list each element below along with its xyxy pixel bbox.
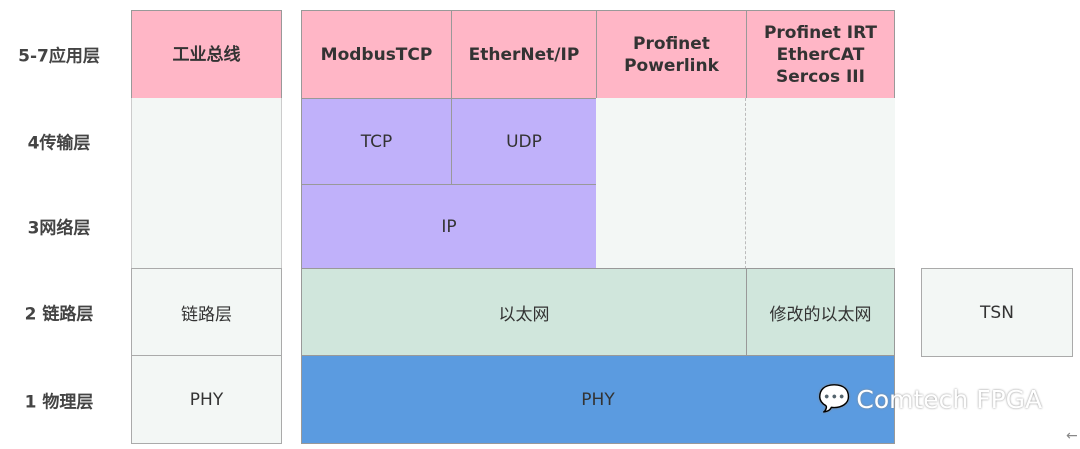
watermark-text: Comtech FPGA xyxy=(856,384,1043,414)
app-modbustcp: ModbusTCP xyxy=(301,10,452,99)
phy-block: PHY xyxy=(301,355,895,444)
layer-label-transport: 4传输层 xyxy=(27,133,91,154)
fieldbus-link: 链路层 xyxy=(131,268,282,356)
app-profinet-irt-ethercat-sercos: Profinet IRT EtherCAT Sercos III xyxy=(746,10,895,99)
watermark: 💬 Comtech FPGA xyxy=(818,384,1042,414)
app-ethernetip: EtherNet/IP xyxy=(451,10,597,99)
link-tsn: TSN xyxy=(921,268,1073,357)
layer-label-link: 2 链路层 xyxy=(24,304,94,325)
link-ethernet: 以太网 xyxy=(301,268,747,356)
fieldbus-app: 工业总线 xyxy=(131,10,282,99)
transport-tcp: TCP xyxy=(301,98,452,185)
network-ip: IP xyxy=(301,184,597,269)
dashed-divider xyxy=(745,98,746,269)
wechat-icon: 💬 xyxy=(818,384,851,414)
layer-label-network: 3网络层 xyxy=(27,218,91,239)
fieldbus-empty xyxy=(131,98,282,269)
app-profinet-powerlink: Profinet Powerlink xyxy=(596,10,747,99)
layer-label-physical: 1 物理层 xyxy=(24,392,94,413)
layer-label-app: 5-7应用层 xyxy=(18,46,100,67)
fieldbus-phy: PHY xyxy=(131,355,282,444)
arrow-left-icon[interactable]: ← xyxy=(1066,428,1078,444)
transport-udp: UDP xyxy=(451,98,597,185)
link-modified-ethernet: 修改的以太网 xyxy=(746,268,895,356)
